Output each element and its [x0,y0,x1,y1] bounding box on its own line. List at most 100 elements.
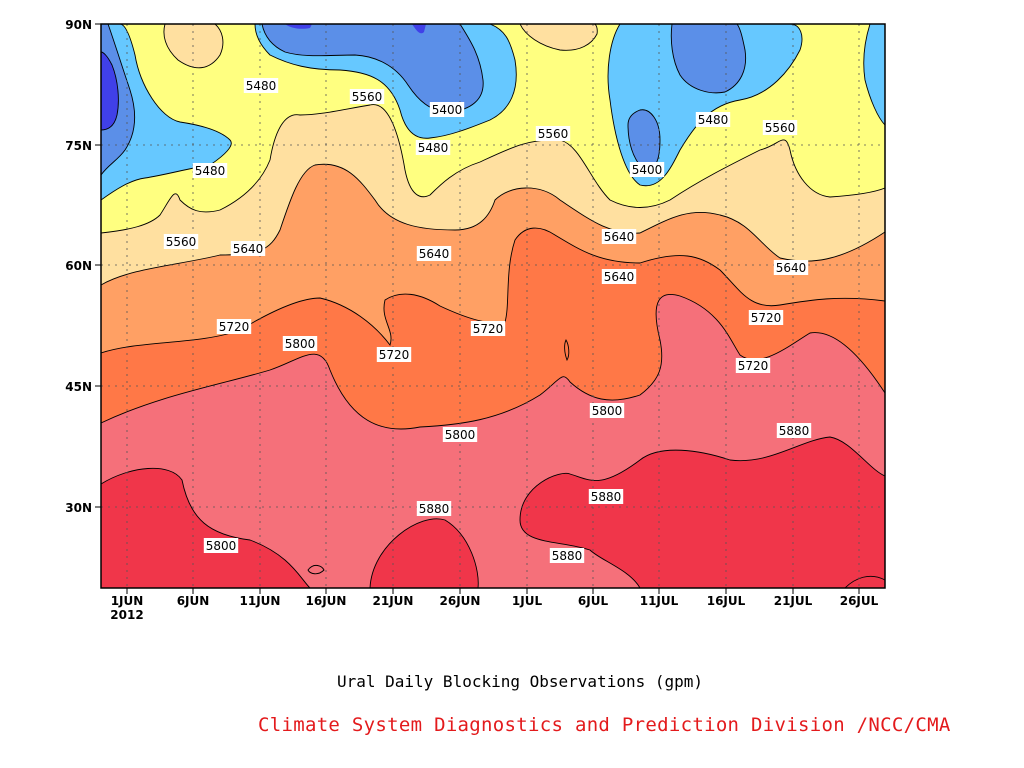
contour-line-5320 [101,51,119,131]
x-tick-label: 26JUL [840,594,879,608]
contour-label-background [776,423,812,438]
contour-line-5400-ne [670,24,747,94]
contour-label-text: 5720 [751,311,782,325]
contour-line-5480-e [607,24,803,187]
x-tick-label: 1JUN [111,594,144,608]
y-tick-label: 75N [65,139,92,153]
contour-value-label: 5800 [203,538,239,553]
contour-label-background [535,126,571,141]
contour-label-background [629,162,665,177]
contour-value-label: 5480 [695,112,731,127]
x-tick-label: 1JUL [512,594,543,608]
contour-label-text: 5480 [195,164,226,178]
contour-line-5400-n [261,24,484,113]
contour-value-label: 5720 [216,319,252,334]
contour-label-text: 5400 [632,163,663,177]
contour-label-text: 5720 [219,320,250,334]
grid-lines [101,24,885,588]
contour-label-background [695,112,731,127]
contour-value-label: 5640 [601,229,637,244]
contour-line-5880-e [307,564,325,575]
x-tick-labels: 1JUN 6JUN 11JUN 16JUN 21JUN 26JUN 1JUL 6… [110,594,878,622]
contour-line-5880-d [844,575,885,588]
contour-label-background [773,260,809,275]
contour-label-background [601,269,637,284]
contour-value-label: 5720 [735,358,771,373]
y-tick-label: 30N [65,501,92,515]
contour-label-background [349,89,385,104]
x-tick-label: 26JUN [440,594,481,608]
contour-value-label: 5800 [282,336,318,351]
contour-value-label: 5560 [163,234,199,249]
x-tick-label: 6JUN [177,594,210,608]
x-tick-label: 21JUL [774,594,813,608]
x-tick-label: 16JUL [707,594,746,608]
chart-title: Ural Daily Blocking Observations (gpm) [336,672,704,691]
x-tick-label: 11JUL [640,594,679,608]
band-5320-n3 [412,24,426,34]
contour-label-text: 5640 [419,247,450,261]
contour-label-background [216,319,252,334]
contour-value-label: 5880 [776,423,812,438]
y-tick-label: 90N [65,18,92,32]
contour-label-background [429,102,465,117]
contour-label-text: 5800 [285,337,316,351]
contour-label-background [470,321,506,336]
contour-label-text: 5560 [166,235,197,249]
contour-label-text: 5880 [419,502,450,516]
band-5480-5560-island-b [520,24,598,51]
contour-label-text: 5720 [738,359,769,373]
contour-value-label: 5800 [589,403,625,418]
contour-line-5480-n [254,24,517,139]
contour-value-label: 5880 [549,548,585,563]
contour-line-5480-ne [863,24,885,126]
contour-line-5800-small [564,339,570,362]
contour-line-5400-w [101,24,135,176]
contour-value-label: 5560 [762,120,798,135]
contour-value-label: 5640 [416,246,452,261]
contour-label-background [549,548,585,563]
contour-value-label: 5880 [588,489,624,504]
contour-label-text: 5400 [432,103,463,117]
contour-label-background [762,120,798,135]
contour-value-label: 5560 [349,89,385,104]
contour-label-text: 5480 [246,79,277,93]
contour-line-5560 [101,104,885,234]
contour-line-5880-c [519,436,885,588]
contour-label-background [601,229,637,244]
x-tick-label: 21JUN [373,594,414,608]
band-5400-5480 [101,24,232,200]
contour-label-background [192,163,228,178]
contour-label-text: 5480 [418,141,449,155]
band-5480-5560-island [163,24,223,68]
contour-label-text: 5560 [538,127,569,141]
contour-label-background [230,241,266,256]
contour-value-label: 5480 [243,78,279,93]
band-5400-5480-ne [863,24,885,125]
plot-frame [100,23,886,589]
contour-label-text: 5560 [765,121,796,135]
contour-label-text: 5800 [592,404,623,418]
contour-label-text: 5880 [552,549,583,563]
contour-line-5880-b [369,518,479,588]
contour-label-background [243,78,279,93]
contour-label-text: 5640 [604,230,635,244]
contour-label-text: 5480 [698,113,729,127]
contour-line-5880-a [101,467,311,588]
contour-label-text: 5560 [352,90,383,104]
contour-value-label: 5400 [429,102,465,117]
contour-label-text: 5800 [445,428,476,442]
contour-label-text: 5640 [604,270,635,284]
contour-value-label: 5400 [629,162,665,177]
contour-line-5640 [101,163,885,286]
band-5320-n2 [285,24,312,29]
contour-value-label: 5640 [601,269,637,284]
contour-label-background [748,310,784,325]
contour-label-background [415,140,451,155]
contour-line-5480-w [101,24,232,201]
contour-value-label: 5480 [415,140,451,155]
contour-value-label: 5480 [192,163,228,178]
contour-line-5560-n [519,24,598,51]
y-tick-label: 60N [65,259,92,273]
